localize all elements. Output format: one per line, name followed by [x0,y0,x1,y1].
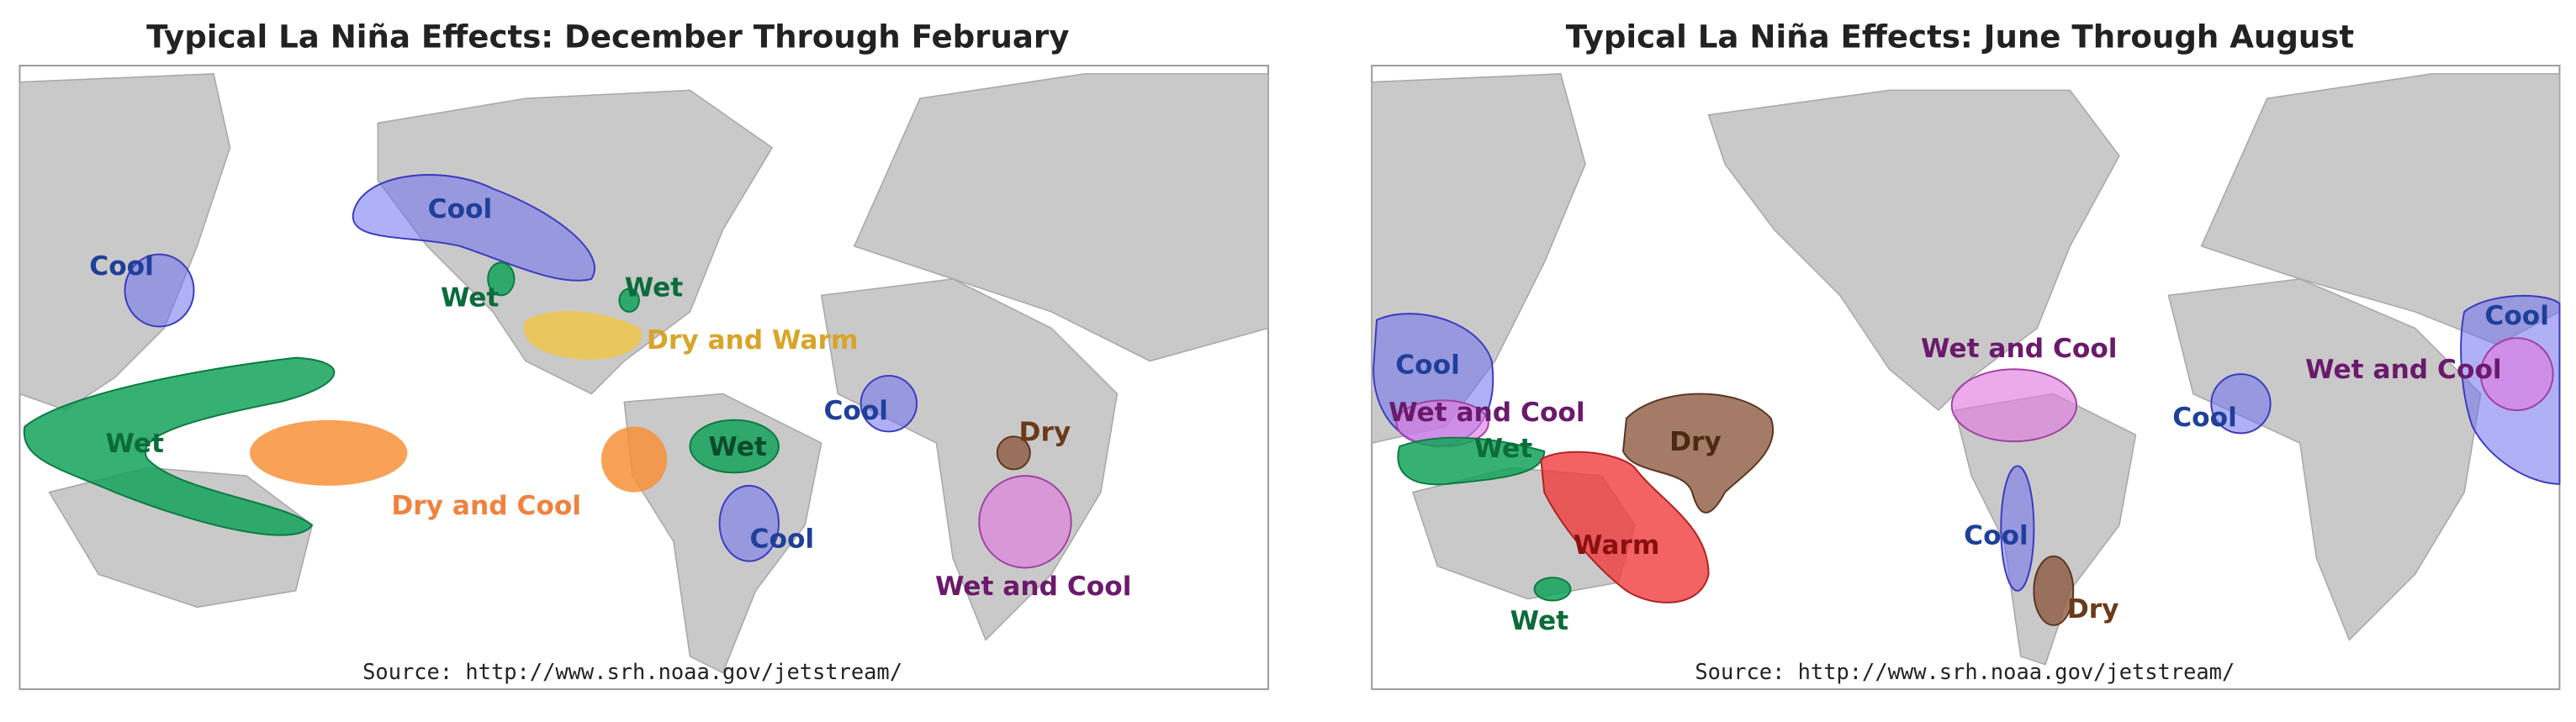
map-title: Typical La Niña Effects: June Through Au… [1566,19,2354,55]
region-label: Wet and Cool [935,572,1131,602]
region-label: Cool [2172,403,2237,433]
source: Source: http://www.srh.noaa.gov/jetstrea… [362,659,902,684]
region-label: Wet [1474,434,1533,464]
region-label: Wet and Cool [1921,334,2117,364]
region-shape [2033,555,2075,626]
map-title: Typical La Niña Effects: December Throug… [146,19,1069,55]
region-shape [523,311,643,360]
climate-regions [1373,294,2561,626]
region-shape [23,356,336,536]
region-label: Wet and Cool [2305,355,2501,385]
region-shape [996,435,1031,471]
region-label: Wet [441,282,500,313]
region-shape [718,484,780,562]
region-label: Wet and Cool [1389,398,1584,428]
climate-regions [23,174,1072,569]
region-shape [1397,436,1546,486]
region-shape [124,253,195,328]
region-shape [1533,577,1572,602]
region-label: Cool [428,194,493,224]
region-shape [2479,337,2554,412]
region-label: Wet [105,429,164,459]
region-label: Wet [708,432,767,462]
region-label: Dry and Warm [647,325,859,356]
region-label: Cool [823,396,888,426]
region-label: Cool [1395,350,1460,380]
region-label: Dry [2067,594,2119,625]
region-shape [2210,373,2272,435]
region-shape [1622,393,1774,514]
region-label: Warm [1574,530,1659,561]
source: Source: http://www.srh.noaa.gov/jetstrea… [1695,659,2235,684]
region-label: Dry [1669,427,1722,457]
region-shape [352,174,595,282]
region-label: Dry and Cool [391,491,581,521]
region-label: Cool [1964,520,2029,551]
region-label: Dry [1019,417,1071,447]
region-label: Cool [750,524,815,554]
region-label: Wet [625,273,684,303]
map-panel: Typical La Niña Effects: December Throug… [19,19,1270,690]
region-shape [860,375,918,433]
region-shape [600,426,668,493]
region-shape [978,475,1072,569]
region-label: Cool [2484,301,2549,331]
region-label: Wet [1510,606,1569,636]
region-shape [2000,465,2035,592]
region-shape [618,287,640,313]
land [1371,73,2561,666]
region-label: Cool [89,251,154,282]
region-shape [689,419,780,474]
region-shape [1540,451,1710,603]
map-panel: Typical La Niña Effects: June Through Au… [1371,19,2561,690]
region-shape [1950,368,2078,443]
region-shape [249,419,408,486]
region-shape [487,261,516,297]
